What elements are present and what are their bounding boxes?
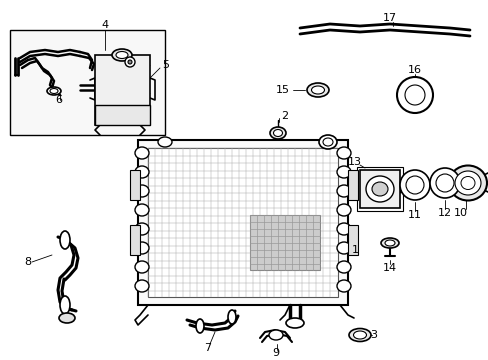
Ellipse shape	[336, 280, 350, 292]
Bar	[95, 105, 150, 125]
Ellipse shape	[196, 319, 203, 333]
Bar	[130, 225, 140, 255]
Bar	[347, 225, 357, 255]
Bar	[95, 55, 150, 125]
Ellipse shape	[112, 49, 132, 61]
Ellipse shape	[371, 182, 387, 196]
Text: 15: 15	[275, 85, 289, 95]
Text: 1: 1	[351, 245, 358, 255]
Ellipse shape	[285, 318, 304, 328]
Ellipse shape	[135, 204, 149, 216]
Circle shape	[435, 174, 453, 192]
Ellipse shape	[336, 261, 350, 273]
Bar	[359, 170, 399, 208]
Bar	[347, 170, 357, 200]
Ellipse shape	[273, 130, 282, 136]
Text: 4: 4	[101, 20, 108, 30]
Text: 12: 12	[437, 208, 451, 218]
Text: 14: 14	[382, 263, 396, 273]
Ellipse shape	[227, 310, 236, 324]
Ellipse shape	[135, 280, 149, 292]
Text: 3: 3	[369, 330, 376, 340]
Bar	[10, 30, 164, 135]
Ellipse shape	[60, 296, 70, 314]
Ellipse shape	[348, 328, 370, 342]
Text: 8: 8	[24, 257, 32, 267]
Ellipse shape	[353, 331, 366, 339]
Circle shape	[404, 85, 424, 105]
Ellipse shape	[460, 176, 474, 189]
Ellipse shape	[135, 147, 149, 159]
Text: 17: 17	[382, 13, 396, 23]
Ellipse shape	[135, 223, 149, 235]
Ellipse shape	[384, 240, 394, 246]
Ellipse shape	[59, 313, 75, 323]
Ellipse shape	[269, 127, 285, 139]
Circle shape	[396, 77, 432, 113]
Bar	[148, 148, 337, 297]
Ellipse shape	[336, 185, 350, 197]
Ellipse shape	[135, 261, 149, 273]
Text: 2: 2	[281, 111, 287, 121]
Circle shape	[429, 168, 459, 198]
Ellipse shape	[336, 147, 350, 159]
Ellipse shape	[47, 87, 61, 95]
Ellipse shape	[135, 166, 149, 178]
Ellipse shape	[380, 238, 398, 248]
Ellipse shape	[336, 166, 350, 178]
Bar	[138, 140, 347, 305]
Ellipse shape	[365, 176, 393, 202]
Bar	[249, 215, 319, 270]
Text: 11: 11	[407, 210, 421, 220]
Circle shape	[405, 176, 423, 194]
Text: 16: 16	[407, 65, 421, 75]
Text: 6: 6	[55, 95, 62, 105]
Ellipse shape	[135, 185, 149, 197]
Bar	[356, 167, 402, 211]
Ellipse shape	[336, 242, 350, 254]
Ellipse shape	[448, 166, 486, 201]
Circle shape	[128, 60, 132, 64]
Ellipse shape	[60, 231, 70, 249]
Text: 7: 7	[204, 343, 211, 353]
Text: 9: 9	[272, 348, 279, 358]
Ellipse shape	[116, 51, 128, 58]
Ellipse shape	[323, 138, 332, 146]
Ellipse shape	[135, 242, 149, 254]
Ellipse shape	[311, 86, 324, 94]
Ellipse shape	[268, 330, 283, 340]
Ellipse shape	[318, 135, 336, 149]
Text: 13: 13	[347, 157, 361, 167]
Ellipse shape	[158, 137, 172, 147]
Ellipse shape	[454, 171, 480, 195]
Ellipse shape	[306, 83, 328, 97]
Text: 5: 5	[162, 60, 169, 70]
Circle shape	[399, 170, 429, 200]
Ellipse shape	[50, 89, 58, 94]
Ellipse shape	[336, 223, 350, 235]
Ellipse shape	[336, 204, 350, 216]
Circle shape	[125, 57, 135, 67]
Text: 10: 10	[453, 208, 467, 218]
Bar	[130, 170, 140, 200]
